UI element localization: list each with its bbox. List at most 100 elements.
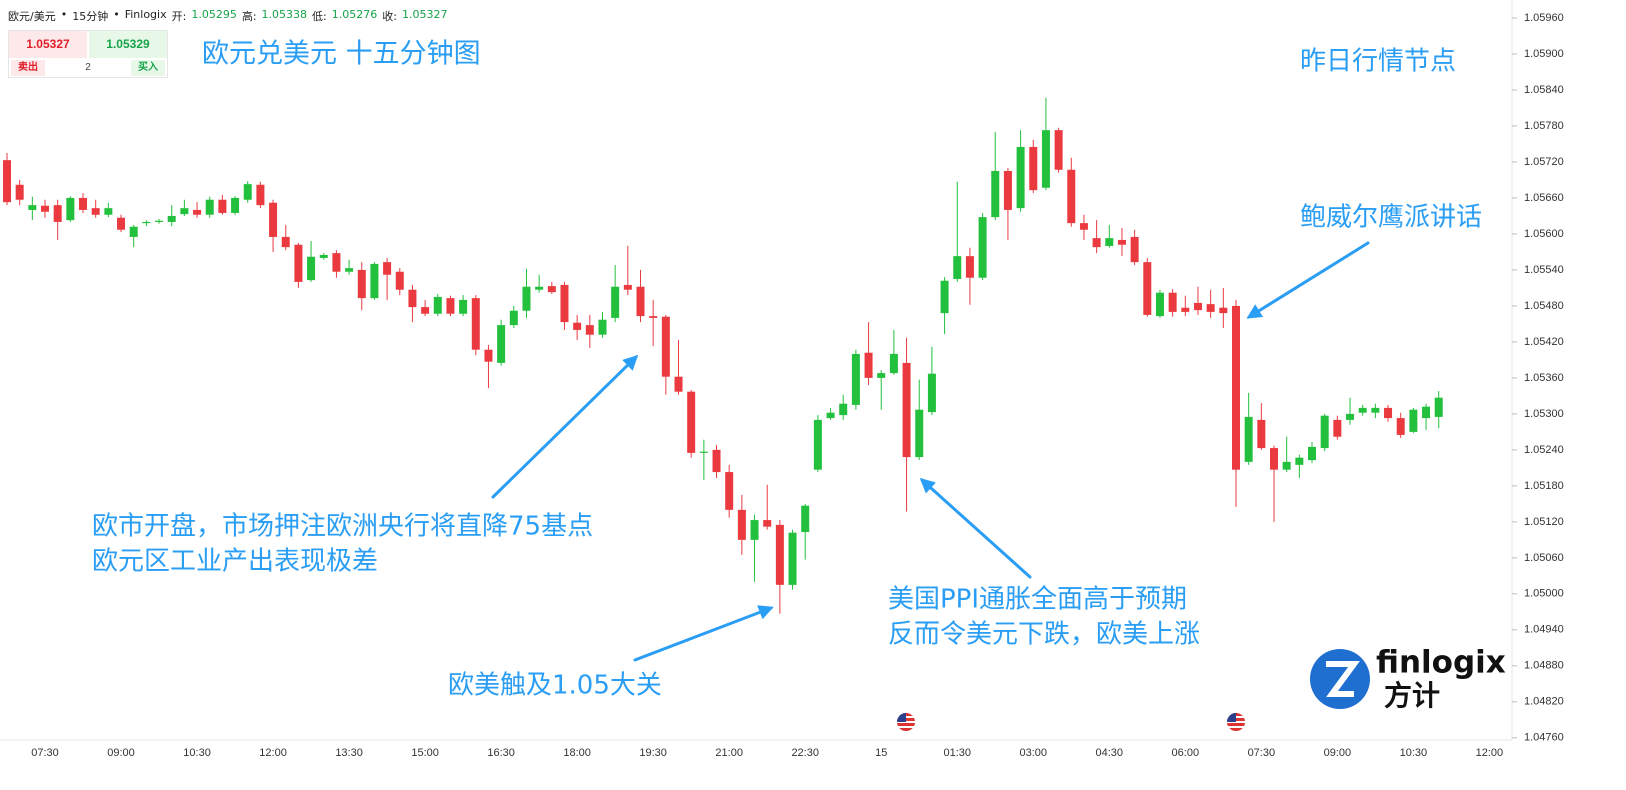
annotation: 反而令美元下跌，欧美上涨: [888, 620, 1200, 650]
candle-body: [750, 520, 759, 540]
candle-body: [522, 286, 531, 311]
candle-body: [991, 170, 1000, 218]
arrow: [1246, 241, 1370, 319]
candle-body: [585, 325, 594, 335]
logo-name-cn: 方计: [1384, 679, 1440, 712]
candle-body: [864, 352, 873, 378]
low-label: 低:: [312, 10, 327, 23]
y-tick-label: 1.05240: [1524, 444, 1564, 456]
candle-body: [1155, 292, 1164, 317]
candle-body: [180, 208, 189, 215]
candle-body: [775, 524, 784, 585]
candle-body: [243, 184, 252, 200]
candle-body: [218, 199, 227, 213]
x-tick-label: 15:00: [411, 747, 439, 759]
x-tick-label: 07:30: [31, 747, 59, 759]
flag: [897, 713, 915, 731]
chart-title: 欧元兑美元 十五分钟图: [202, 39, 481, 70]
candle-body: [117, 217, 126, 230]
candle-body: [383, 262, 392, 275]
annotation: 欧元区工业产出表现极差: [92, 547, 378, 577]
y-tick-label: 1.05420: [1524, 336, 1564, 348]
low: 1.05276: [331, 8, 378, 21]
header: 欧元/美元 • 15分钟 • Finlogix 开: 1.05295 高: 1.05…: [8, 8, 447, 24]
candle-body: [66, 197, 75, 221]
candle-body: [421, 307, 430, 314]
candle-body: [41, 205, 50, 212]
y-tick-label: 1.05600: [1524, 228, 1564, 240]
candle-body: [1244, 416, 1253, 462]
candle-body: [1257, 419, 1266, 449]
candle-body: [1092, 238, 1101, 248]
x-tick-label: 13:30: [335, 747, 363, 759]
x-tick-label: 18:00: [563, 747, 591, 759]
candle-body: [15, 184, 24, 200]
y-tick-label: 1.04760: [1524, 732, 1564, 744]
candle-body: [395, 271, 404, 290]
x-tick-label: 07:30: [1248, 747, 1276, 759]
quantity[interactable]: 2: [85, 62, 91, 73]
candle-body: [813, 419, 822, 470]
candle-body: [788, 532, 797, 585]
x-tick-label: 19:30: [639, 747, 667, 759]
candle-body: [471, 298, 480, 350]
candle-body: [408, 289, 417, 308]
y-tick-label: 1.05300: [1524, 408, 1564, 420]
candle-body: [965, 256, 974, 278]
candle-body: [319, 254, 328, 258]
candle-body: [1143, 262, 1152, 315]
candle-body: [801, 505, 810, 533]
candle-body: [1409, 409, 1418, 432]
y-tick-label: 1.05540: [1524, 264, 1564, 276]
sell-button[interactable]: 卖出: [11, 60, 45, 76]
candle-body: [547, 286, 556, 293]
y-tick-label: 1.04820: [1524, 696, 1564, 708]
close: 1.05327: [401, 8, 448, 21]
x-tick-label: 09:00: [1324, 747, 1352, 759]
bid-button[interactable]: 1.05327: [9, 31, 87, 58]
candle-body: [1333, 419, 1342, 437]
candle-body: [674, 376, 683, 392]
candle-body: [1358, 407, 1367, 413]
candle-body: [1282, 461, 1291, 470]
arrow: [919, 477, 1032, 579]
candle-body: [687, 391, 696, 453]
interval: 15分钟: [72, 10, 109, 23]
candle-body: [1231, 305, 1240, 470]
candle-body: [826, 412, 835, 419]
candle-body: [79, 197, 88, 210]
arrows: [491, 241, 1370, 662]
candle-body: [1168, 292, 1177, 312]
high-label: 高:: [241, 10, 257, 23]
annotation: 鲍威尔鹰派讲话: [1300, 203, 1482, 233]
candle-body: [357, 269, 366, 299]
separator: •: [113, 8, 120, 21]
x-tick-label: 12:00: [1476, 747, 1504, 759]
candle-body: [699, 451, 708, 453]
candle-body: [509, 310, 518, 326]
y-tick-label: 1.05660: [1524, 192, 1564, 204]
candle-body: [459, 299, 468, 314]
candle-body: [142, 221, 151, 224]
open-label: 开:: [171, 10, 187, 23]
candle-body: [1193, 302, 1202, 311]
candle-body: [269, 202, 278, 237]
candle-body: [1206, 304, 1215, 312]
close-label: 收:: [382, 10, 397, 23]
candle-body: [636, 286, 645, 317]
x-tick-label: 10:30: [183, 747, 211, 759]
y-tick-label: 1.05720: [1524, 156, 1564, 168]
candle-body: [1371, 407, 1380, 413]
y-tick-label: 1.04940: [1524, 624, 1564, 636]
logo: finlogix 方计: [1310, 645, 1506, 712]
quote-box: 1.05327 1.05329 卖出 2 买入: [8, 30, 168, 78]
ask-button[interactable]: 1.05329: [89, 31, 167, 58]
candle-body: [1384, 407, 1393, 419]
candle-body: [712, 449, 721, 473]
candle-body: [307, 256, 316, 281]
x-tick-label: 22:30: [791, 747, 819, 759]
candle-body: [535, 286, 544, 290]
y-tick-label: 1.05000: [1524, 588, 1564, 600]
buy-button[interactable]: 买入: [131, 60, 165, 76]
candle-body: [1320, 415, 1329, 449]
